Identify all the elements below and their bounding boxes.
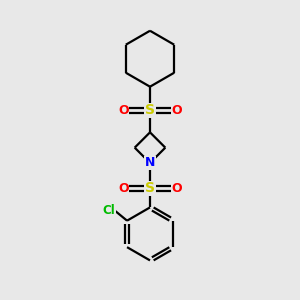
Text: O: O (171, 104, 182, 117)
Text: O: O (118, 182, 129, 195)
Text: S: S (145, 181, 155, 195)
Text: N: N (145, 157, 155, 169)
Text: Cl: Cl (102, 204, 115, 217)
Text: O: O (118, 104, 129, 117)
Text: S: S (145, 103, 155, 117)
Text: O: O (171, 182, 182, 195)
